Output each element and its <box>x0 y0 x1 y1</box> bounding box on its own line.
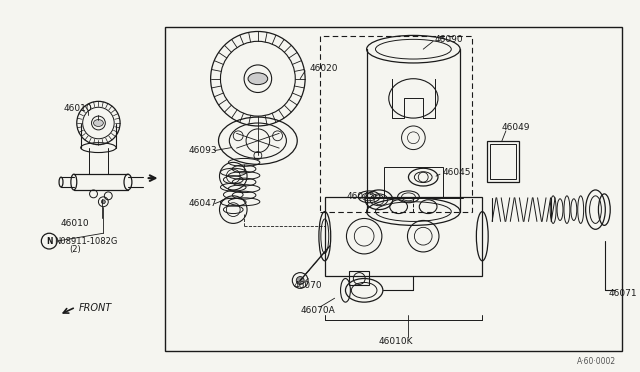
Text: (2): (2) <box>69 246 81 254</box>
Bar <box>384 167 443 197</box>
Text: A·60·0002: A·60·0002 <box>577 357 616 366</box>
Text: 46070A: 46070A <box>300 305 335 314</box>
Text: FRONT: FRONT <box>79 303 112 313</box>
Text: 46045: 46045 <box>443 168 472 177</box>
Bar <box>165 26 622 351</box>
Text: 46071: 46071 <box>608 289 637 298</box>
Text: 46010K: 46010K <box>379 337 413 346</box>
Text: 46049: 46049 <box>502 124 531 132</box>
Text: 46093: 46093 <box>189 146 218 155</box>
Text: 46070: 46070 <box>293 281 322 290</box>
Text: 46047: 46047 <box>189 199 218 208</box>
Text: N08911-1082G: N08911-1082G <box>54 237 118 246</box>
Circle shape <box>296 276 304 285</box>
Text: 46010: 46010 <box>61 219 90 228</box>
Text: 46010: 46010 <box>64 104 93 113</box>
Bar <box>349 271 369 285</box>
Bar <box>320 36 472 212</box>
Text: N: N <box>46 237 52 246</box>
Text: 46020: 46020 <box>310 64 339 73</box>
Ellipse shape <box>248 73 268 84</box>
Text: 46045: 46045 <box>346 192 375 201</box>
Bar <box>490 144 516 179</box>
Bar <box>324 197 483 276</box>
Text: 46090: 46090 <box>435 35 463 44</box>
Circle shape <box>101 200 106 204</box>
Ellipse shape <box>93 119 103 126</box>
Bar <box>487 141 518 182</box>
